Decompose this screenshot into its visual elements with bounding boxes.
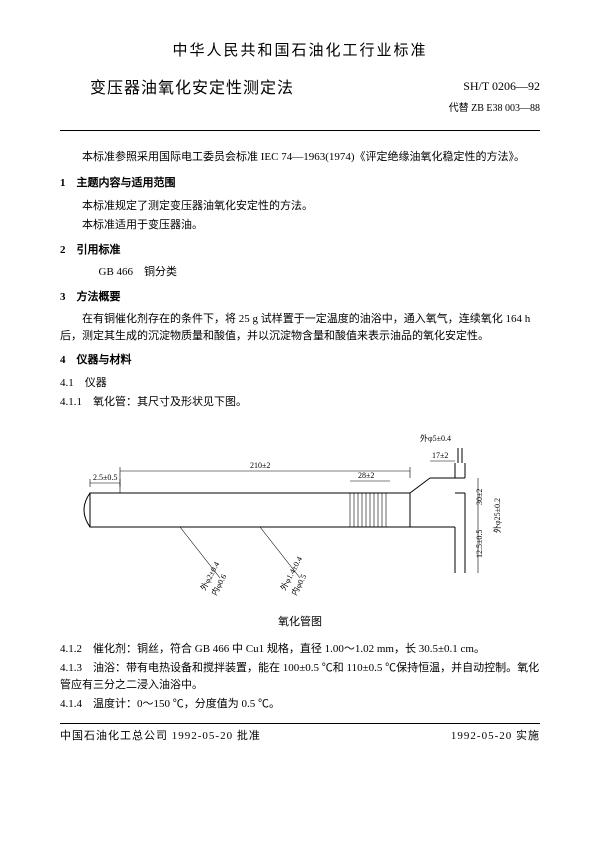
intro-paragraph: 本标准参照采用国际电工委员会标准 IEC 74—1963(1974)《评定绝缘油…	[60, 149, 540, 166]
s4-1: 4.1 仪器	[60, 375, 540, 392]
s4-1-1: 4.1.1 氧化管：其尺寸及形状见下图。	[60, 394, 540, 411]
replaces-code: 代替 ZB E38 003—88	[449, 101, 540, 116]
footer: 中国石油化工总公司 1992-05-20 批准 1992-05-20 实施	[60, 728, 540, 745]
dim-d7: 外φ25±0.2	[492, 497, 502, 532]
s1-p1: 本标准规定了测定变压器油氧化安定性的方法。	[60, 198, 540, 215]
title-row: 变压器油氧化安定性测定法 SH/T 0206—92 代替 ZB E38 003—…	[60, 77, 540, 116]
s4-1-2: 4.1.2 催化剂：铜丝，符合 GB 466 中 Cu1 规格，直径 1.00～…	[60, 641, 540, 658]
code-block: SH/T 0206—92 代替 ZB E38 003—88	[449, 77, 540, 116]
org-title: 中华人民共和国石油化工行业标准	[60, 40, 540, 63]
footer-effective: 1992-05-20 实施	[451, 728, 540, 745]
section-2-heading: 2 引用标准	[60, 242, 540, 259]
section-3-heading: 3 方法概要	[60, 289, 540, 306]
footer-approval: 中国石油化工总公司 1992-05-20 批准	[60, 728, 261, 745]
dim-d6: 30±2	[475, 488, 484, 504]
main-title: 变压器油氧化安定性测定法	[60, 77, 294, 101]
s1-p2: 本标准适用于变压器油。	[60, 217, 540, 234]
dim-d3: 28±2	[358, 471, 374, 480]
figure-caption: 氧化管图	[60, 614, 540, 631]
dim-d5: 外φ5±0.4	[420, 433, 451, 443]
oxidation-tube-figure: 2.5±0.5 210±2 28±2 17±2 外φ5±0.4 30±2 12.…	[60, 423, 540, 609]
header-rule	[60, 130, 540, 131]
s4-1-3: 4.1.3 油浴：带有电热设备和搅拌装置，能在 100±0.5 ℃和 110±0…	[60, 660, 540, 693]
dim-d4: 17±2	[432, 451, 448, 460]
footer-rule	[60, 723, 540, 724]
standard-code: SH/T 0206—92	[449, 77, 540, 95]
dim-d1: 2.5±0.5	[93, 473, 117, 482]
dim-d2: 210±2	[250, 461, 270, 470]
s4-1-4: 4.1.4 温度计：0～150 ℃，分度值为 0.5 ℃。	[60, 696, 540, 713]
s3-p1: 在有铜催化剂存在的条件下，将 25 g 试样置于一定温度的油浴中，通入氧气，连续…	[60, 311, 540, 344]
section-1-heading: 1 主题内容与适用范围	[60, 175, 540, 192]
section-4-heading: 4 仪器与材料	[60, 352, 540, 369]
s2-ref: GB 466 铜分类	[60, 264, 540, 281]
dim-d8: 12.5±0.5	[475, 529, 484, 557]
